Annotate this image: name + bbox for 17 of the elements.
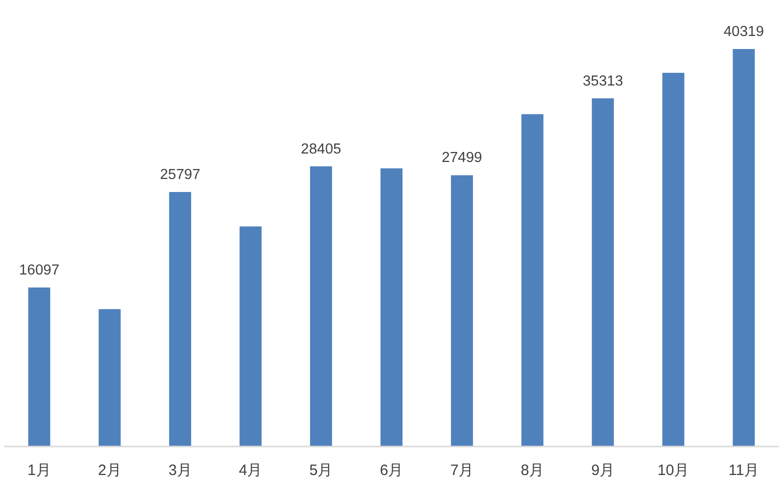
data-label: 35313 [582,73,624,90]
x-tick-label: 10月 [657,462,690,479]
x-tick-label: 4月 [238,462,262,479]
x-tick-label: 3月 [168,462,192,479]
data-label: 16097 [19,262,60,278]
x-tick-label: 5月 [309,462,333,479]
x-tick-label: 9月 [591,462,615,479]
data-label: 28405 [300,141,342,158]
x-tick-label: 2月 [98,462,122,479]
x-tick-label: 11月 [728,462,760,479]
data-label: 27499 [442,150,482,166]
x-tick-label: 1月 [28,462,51,479]
data-label: 40319 [724,24,764,40]
x-tick-label: 8月 [520,462,544,479]
data-label: 25797 [160,166,200,183]
x-tick-label: 7月 [450,462,474,479]
x-tick-label: 6月 [380,462,404,479]
